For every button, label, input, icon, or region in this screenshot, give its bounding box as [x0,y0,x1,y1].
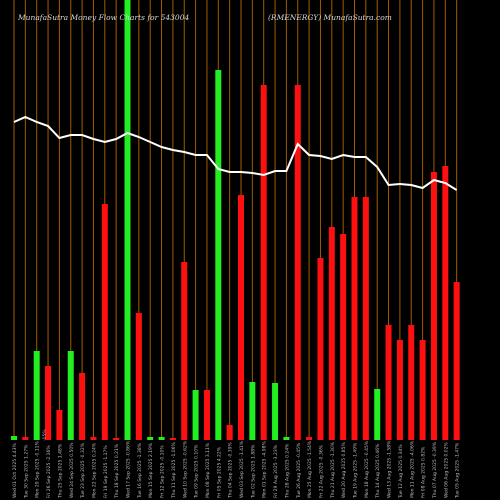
x-tick-label: Tue 05 Aug 2025 -1.47% [455,442,461,499]
x-tick-label: Fri 22 Aug 2025 -0.36% [318,444,324,498]
x-tick-label: Thu 18 Sep 2025 0.21% [114,443,120,499]
x-tick-label: Fri 08 Aug 2025 0.82% [421,446,427,498]
chart-title-right: (RMENERGY) MunafaSutra.com [268,13,392,22]
flow-bar [408,325,415,440]
x-tick-label: Wed 20 Aug 2025 0.85% [341,441,347,498]
x-tick-label: Tue 09 Sep 2025 0.10% [194,444,200,499]
x-tick-label: Mon 22 Sep 2025 0.24% [91,442,97,498]
x-tick-label: Tue 02 Sep 2025 1.88% [250,444,256,499]
flow-bar [45,366,52,440]
x-tick-label: Tue 16 Sep 2025 -1.38% [137,442,143,499]
flow-bar [203,390,210,440]
flow-bar [328,227,335,440]
axis-note: -05% [42,429,48,441]
x-tick-label: Tue 30 Sep 2025 1.27% [23,444,29,499]
x-tick-label: Thu 07 Aug 2025 -0.39% [432,441,438,499]
flow-bar [453,282,460,440]
x-tick-label: Wed 03 Sep 2025 -1.41% [239,440,245,498]
x-tick-label: Thu 04 Sep 2025 -0.39% [228,442,234,499]
x-tick-label: Wed 01 Oct 2025 4.43% [12,442,18,498]
x-tick-label: Fri 19 Sep 2025 -1.17% [103,445,109,498]
x-tick-label: Mon 15 Sep 2025 2.19% [148,442,154,498]
flow-bar [396,340,403,440]
x-tick-label: Fri 12 Sep 2025 -0.10% [160,445,166,498]
flow-bar [317,258,324,440]
flow-bar [90,437,97,440]
x-tick-label: Tue 12 Aug 2025 0.34% [398,444,404,499]
flow-bar [385,325,392,440]
flow-bar [238,195,244,440]
x-tick-label: Mon 29 Sep 2025 -0.11% [35,440,41,498]
price-line [13,115,458,191]
x-axis-labels: Wed 01 Oct 2025 4.43% Tue 30 Sep 2025 1.2… [12,440,461,499]
flow-bar [169,438,176,440]
flow-bar [101,204,108,440]
flow-bar [158,437,165,440]
flow-bar [192,390,199,440]
flow-bar [226,425,233,440]
flow-bar [124,0,131,440]
flow-bar [419,340,426,440]
flow-bar [260,85,267,440]
flow-bar [430,172,437,440]
flow-bar [294,85,301,440]
flow-bar [442,166,449,440]
flow-bar [79,373,86,440]
flow-bar [306,437,313,440]
x-tick-label: Tue 23 Sep 2025 -0.32% [80,442,86,499]
x-tick-label: Mon 18 Aug 2025 -0.45% [364,440,370,498]
x-tick-label: Wed 17 Sep 2025 -0.86% [126,440,132,498]
flow-bar [22,437,29,440]
flow-bar [33,351,40,440]
flow-bar [147,437,154,440]
flow-bars [11,0,460,440]
x-tick-label: Mon 01 Sep 2025 -4.98% [262,440,268,498]
x-tick-label: Fri 29 Aug 2025 -3.23% [273,444,279,498]
x-tick-label: Tue 19 Aug 2025 -1.49% [353,442,359,499]
x-tick-label: Thu 14 Aug 2025 0.46% [375,443,381,499]
x-tick-label: Fri 26 Sep 2025 -2.16% [46,445,52,498]
flow-bar [67,351,74,440]
flow-bar [56,410,63,440]
flow-bar [272,383,279,440]
flow-bar [215,70,222,440]
x-tick-label: Tue 26 Aug 2025 -0.45% [296,442,302,499]
flow-bar [135,313,142,440]
x-tick-label: Thu 28 Aug 2025 0.24% [284,443,290,499]
flow-bar [181,262,188,440]
x-tick-label: Wed 06 Aug 2025 0.02% [443,441,449,498]
x-tick-label: Wed 24 Sep 2025 0.50% [69,442,75,498]
x-tick-label: Mon 25 Aug 2025 -1.54% [307,440,313,498]
flow-bar [249,382,256,440]
flow-bar [351,197,358,440]
x-tick-label: Thu 25 Sep 2025 1.48% [57,443,63,499]
flow-bar [362,197,369,440]
x-tick-label: Mon 11 Aug 2025 -4.06% [409,440,415,498]
flow-bar [11,436,17,440]
x-tick-label: Wed 10 Sep 2025 -0.62% [182,440,188,498]
x-tick-label: Wed 13 Aug 2025 -1.58% [387,440,393,498]
x-tick-label: Thu 21 Aug 2025 -1.30% [330,441,336,499]
x-tick-label: Fri 05 Sep 2025 4.22% [216,446,222,498]
x-tick-label: Mon 08 Sep 2025 3.11% [205,442,211,498]
flow-bar [374,389,381,440]
chart-title-left: MunafaSutra Money Flow Charts for 543004 [18,13,190,22]
flow-bar [340,234,347,440]
flow-bar [283,437,290,440]
x-tick-label: Thu 11 Sep 2025 -1.06% [171,442,177,499]
flow-bar [113,438,120,440]
